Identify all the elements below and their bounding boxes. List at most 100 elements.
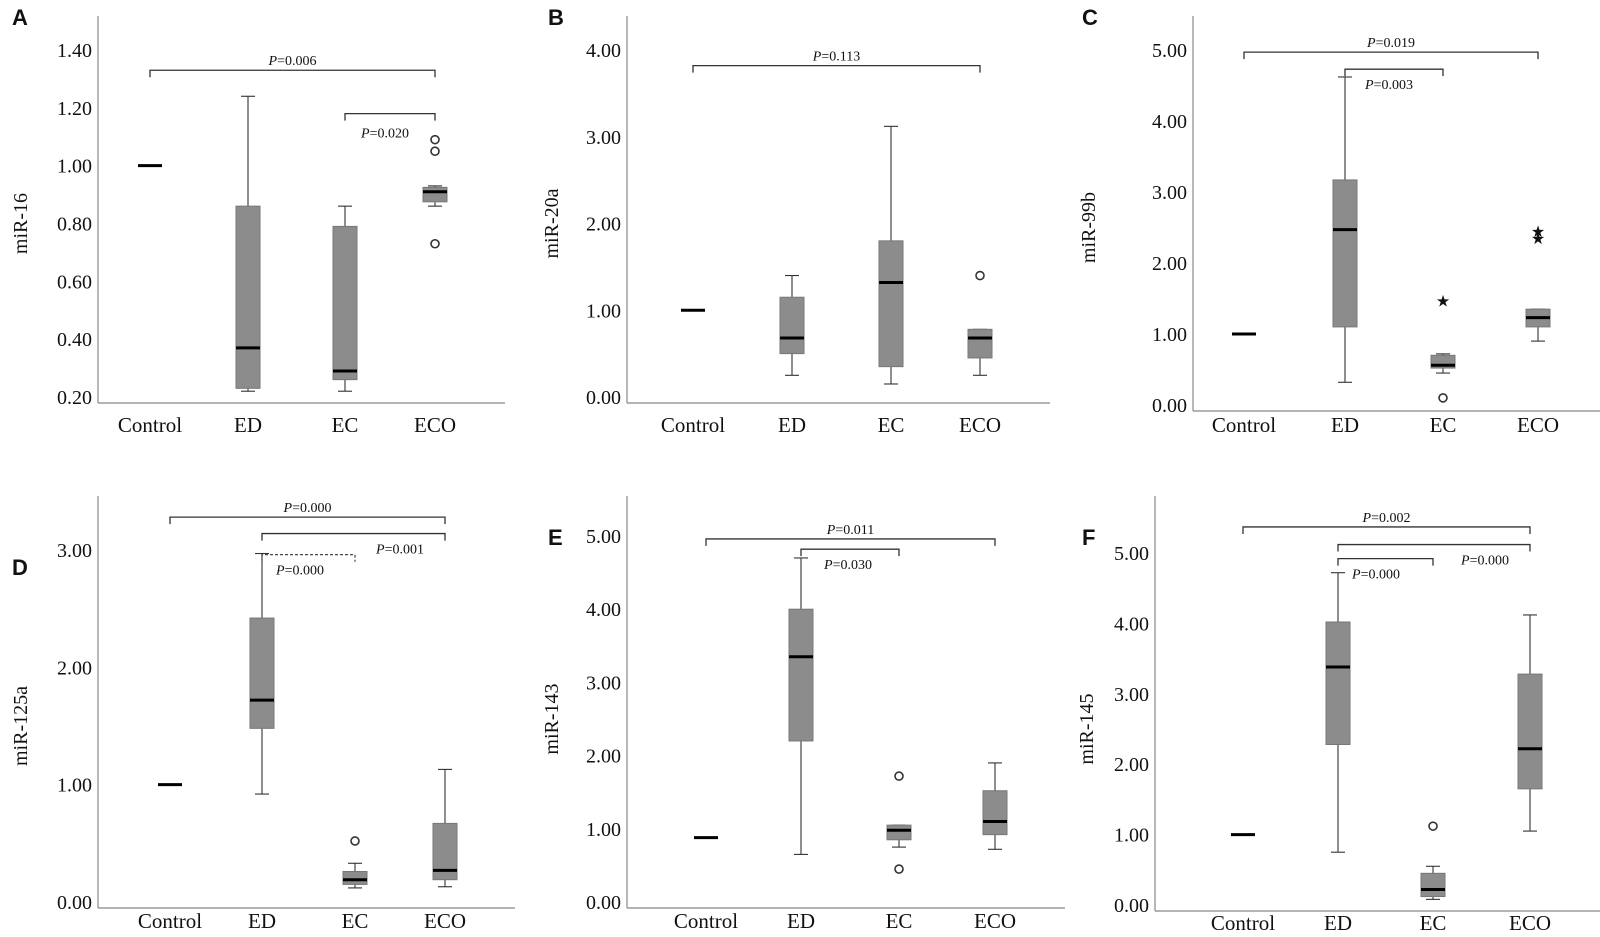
y-axis-label: miR-125a <box>10 686 32 766</box>
p-value-label: P=0.000 <box>1460 554 1509 569</box>
p-value: =0.000 <box>292 501 331 516</box>
p-value: =0.113 <box>821 50 860 65</box>
significance-bracket <box>800 548 900 557</box>
p-value-label: P=0.000 <box>283 501 332 516</box>
p-symbol: P <box>283 501 293 516</box>
category-label: ECO <box>1509 911 1551 935</box>
y-tick-label: 0.80 <box>57 214 92 236</box>
y-tick-label: 2.00 <box>586 214 621 236</box>
y-tick-label: 0.20 <box>57 387 92 409</box>
category-label: Control <box>1211 911 1275 935</box>
outlier-circle-marker <box>430 146 440 157</box>
p-value-label: P=0.019 <box>1366 36 1415 51</box>
y-axis-label: miR-20a <box>541 188 563 258</box>
category-label: EC <box>332 413 359 437</box>
y-tick-label: 1.00 <box>1152 324 1187 346</box>
p-symbol: P <box>360 127 370 142</box>
outlier-circle-marker <box>894 771 904 781</box>
panel-letter: C <box>1082 5 1098 30</box>
p-symbol: P <box>823 558 833 573</box>
p-symbol: P <box>1460 554 1470 569</box>
panel-letter: E <box>548 525 563 550</box>
category-label: EC <box>342 909 369 933</box>
category-label: EC <box>1420 911 1447 935</box>
outlier-circle-marker <box>430 238 440 249</box>
category-label: ECO <box>424 909 466 933</box>
p-symbol: P <box>826 523 836 538</box>
category-label: ED <box>1331 413 1359 437</box>
outlier-circle-marker <box>430 134 440 145</box>
significance-bracket <box>705 538 996 546</box>
y-tick-label: 3.00 <box>1152 182 1187 204</box>
y-tick-label: 1.00 <box>57 156 92 178</box>
y-tick-label: 5.00 <box>1114 543 1149 565</box>
p-symbol: P <box>812 50 822 65</box>
iqr-box <box>1325 621 1351 745</box>
y-tick-label: 5.00 <box>1152 40 1187 62</box>
category-label: Control <box>1212 413 1276 437</box>
outlier-circle-marker <box>350 836 360 846</box>
iqr-box <box>332 225 358 381</box>
y-tick-label: 0.00 <box>586 892 621 914</box>
y-tick-label: 4.00 <box>1114 613 1149 635</box>
y-tick-label: 1.20 <box>57 98 92 120</box>
category-label: ECO <box>1517 413 1559 437</box>
y-tick-label: 3.00 <box>586 672 621 694</box>
p-value: =0.019 <box>1376 36 1415 51</box>
outlier-circle-marker <box>975 270 985 281</box>
iqr-box <box>1332 179 1358 328</box>
significance-bracket <box>149 69 436 78</box>
outlier-circle-marker <box>1438 393 1448 403</box>
p-value-label: P=0.003 <box>1364 78 1413 93</box>
p-value: =0.020 <box>370 127 409 142</box>
p-value: =0.000 <box>285 564 324 579</box>
significance-bracket <box>1337 543 1531 552</box>
panel-letter: B <box>548 5 564 30</box>
iqr-box <box>422 186 448 203</box>
p-symbol: P <box>1351 568 1361 583</box>
category-label: ED <box>787 909 815 933</box>
p-value: =0.000 <box>1470 554 1509 569</box>
y-tick-label: 0.00 <box>586 387 621 409</box>
y-tick-label: 3.00 <box>57 540 92 562</box>
category-label: ECO <box>959 413 1001 437</box>
panel-letter: D <box>12 555 28 580</box>
p-symbol: P <box>1366 36 1376 51</box>
iqr-box <box>878 240 904 368</box>
y-tick-label: 2.00 <box>57 657 92 679</box>
y-axis-label: miR-145 <box>1076 693 1098 764</box>
p-value-label: P=0.020 <box>360 127 409 142</box>
p-value: =0.030 <box>833 558 872 573</box>
iqr-box <box>982 790 1008 836</box>
iqr-box <box>1517 673 1543 790</box>
p-value: =0.003 <box>1374 78 1413 93</box>
y-tick-label: 2.00 <box>1114 754 1149 776</box>
y-tick-label: 5.00 <box>586 526 621 548</box>
outlier-star-marker: ★ <box>1531 231 1545 248</box>
p-symbol: P <box>275 564 285 579</box>
p-symbol: P <box>1364 78 1374 93</box>
iqr-box <box>967 328 993 359</box>
category-label: Control <box>674 909 738 933</box>
significance-bracket <box>1243 51 1539 60</box>
significance-bracket <box>1337 557 1434 566</box>
category-label: ECO <box>974 909 1016 933</box>
iqr-box <box>235 205 261 389</box>
y-axis-label: miR-16 <box>10 193 32 254</box>
y-tick-label: 0.00 <box>1152 395 1187 417</box>
panel-d: D 0.00 1.00 2.00 3.00 miR-125a Control ED EC ECO P… <box>10 496 515 933</box>
significance-bracket <box>1344 68 1444 77</box>
p-value: =0.001 <box>385 543 424 558</box>
outlier-star-marker: ★ <box>1531 224 1545 241</box>
category-label: EC <box>1430 413 1457 437</box>
category-label: Control <box>118 413 182 437</box>
y-tick-label: 1.00 <box>586 300 621 322</box>
p-value-label: P=0.001 <box>375 543 424 558</box>
category-label: EC <box>886 909 913 933</box>
panel-f: F 0.00 1.00 2.00 3.00 4.00 5.00 miR-145 Control E… <box>1076 496 1600 935</box>
p-value: =0.011 <box>835 523 874 538</box>
panel-letter: A <box>12 5 28 30</box>
iqr-box <box>342 870 368 885</box>
y-tick-label: 0.40 <box>57 329 92 351</box>
